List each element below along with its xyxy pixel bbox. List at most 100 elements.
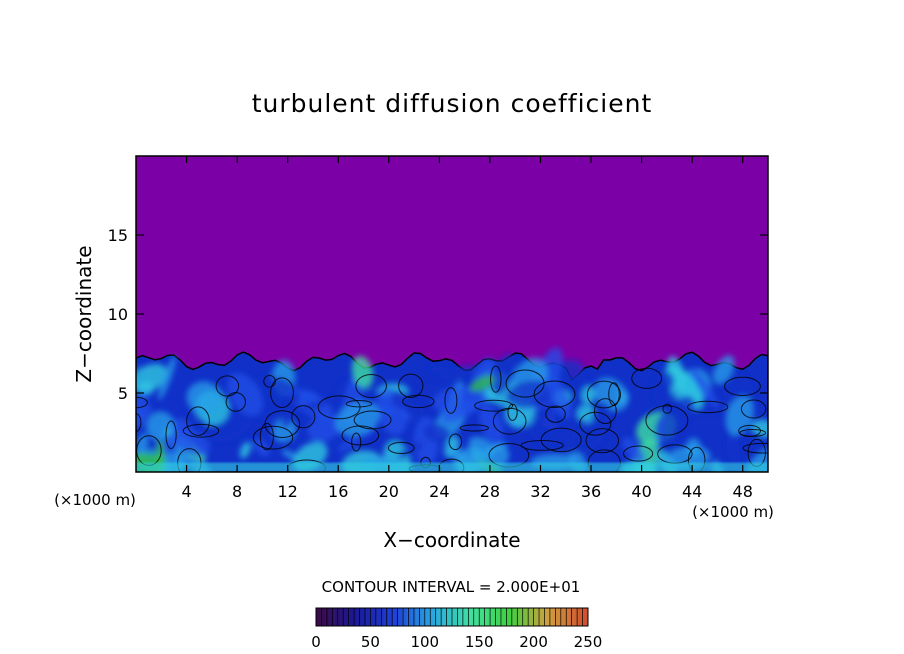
swirl-blob xyxy=(469,375,495,392)
contour-line xyxy=(505,369,545,398)
contour-line xyxy=(459,424,489,432)
chart-title: turbulent diffusion coefficient xyxy=(252,89,653,118)
contour-line xyxy=(351,432,362,452)
colorbar-tick-label: 0 xyxy=(311,633,321,651)
contour-line xyxy=(662,403,673,414)
swirl-blob xyxy=(581,386,596,404)
colorbar-cell xyxy=(320,608,326,626)
contour-line xyxy=(545,405,566,423)
swirl-blob xyxy=(391,390,413,410)
colorbar-cell xyxy=(338,608,344,626)
colorbar-cell xyxy=(433,608,439,626)
colorbar-cell xyxy=(483,608,489,626)
colorbar-cell xyxy=(429,608,435,626)
swirl-blob xyxy=(441,399,481,423)
colorbar-cell xyxy=(479,608,485,626)
swirl-blob xyxy=(295,396,345,412)
swirl-blob xyxy=(546,372,572,419)
colorbar-cell xyxy=(515,608,521,626)
contour-line xyxy=(341,425,380,446)
contour-line xyxy=(586,380,622,409)
contour-line xyxy=(608,382,620,407)
turbulence-field xyxy=(136,347,768,472)
colorbar-cell xyxy=(397,608,403,626)
x-tick-label: 8 xyxy=(232,482,242,501)
x-tick-label: 4 xyxy=(181,482,191,501)
colorbar-cell xyxy=(370,608,376,626)
contour-line xyxy=(182,423,220,438)
swirl-blob xyxy=(491,354,516,395)
swirl-blob xyxy=(272,418,297,443)
x-tick-label: 36 xyxy=(581,482,601,501)
contour-line xyxy=(687,400,729,414)
y-axis-ticks: 5 10 15 xyxy=(108,226,768,403)
colorbar-cell xyxy=(334,608,339,626)
colorbar-cell xyxy=(569,608,575,626)
colorbar-cell xyxy=(406,608,412,626)
colorbar-cell xyxy=(388,608,394,626)
contour-line xyxy=(474,399,514,412)
colorbar-cell xyxy=(374,608,380,626)
y-axis-label: Z−coordinate xyxy=(72,245,96,382)
colorbar-cell xyxy=(556,608,562,626)
colorbar-cell xyxy=(415,608,421,626)
colorbar-frame xyxy=(315,607,589,627)
colorbar-cell xyxy=(470,608,475,626)
x-tick-label: 24 xyxy=(429,482,449,501)
x-axis-ticks: 4 8 12 16 20 24 28 32 36 40 44 48 xyxy=(181,156,753,501)
contour-line xyxy=(444,387,458,414)
contour-line xyxy=(520,439,564,451)
x-unit-left: (×1000 m) xyxy=(54,491,136,509)
colorbar-tick-label: 100 xyxy=(410,633,439,651)
colorbar-cell xyxy=(560,608,566,626)
swirl-blob xyxy=(421,384,442,397)
plot-area xyxy=(135,155,769,473)
contour-line xyxy=(264,410,301,438)
y-tick-label: 15 xyxy=(108,226,128,245)
contour-line xyxy=(186,406,210,436)
swirl-blob xyxy=(726,432,741,472)
colorbar-cell xyxy=(452,608,457,626)
swirl-blob xyxy=(481,442,508,457)
contour-line xyxy=(215,375,240,397)
x-tick-label: 16 xyxy=(328,482,348,501)
colorbar-tick-label: 150 xyxy=(465,633,494,651)
swirl-blob xyxy=(136,409,147,429)
colorbar-cell xyxy=(343,608,349,626)
contour-line xyxy=(355,373,387,399)
swirl-blob xyxy=(591,402,612,429)
colorbar-cell xyxy=(533,608,539,626)
swirl-blob xyxy=(146,411,175,442)
colorbar-cell xyxy=(402,608,407,626)
swirl-blob xyxy=(750,419,768,438)
x-tick-label: 32 xyxy=(530,482,550,501)
colorbar-cell xyxy=(497,608,503,626)
swirl-blob xyxy=(479,404,504,446)
colorbar-cell xyxy=(365,608,371,626)
colorbar-cell xyxy=(379,608,385,626)
swirl-blob xyxy=(227,372,263,416)
colorbar-cell xyxy=(474,608,480,626)
colorbar-cell xyxy=(565,608,571,626)
contour-line xyxy=(387,441,415,455)
contour-line xyxy=(252,425,294,450)
contour-line xyxy=(645,405,689,436)
colorbar-cell xyxy=(361,608,367,626)
swirl-blob xyxy=(689,367,719,408)
contour-interval-label: CONTOUR INTERVAL = 2.000E+01 xyxy=(322,578,581,596)
swirl-blob xyxy=(654,370,674,395)
swirl-blob xyxy=(158,355,176,400)
swirl-blob xyxy=(239,441,251,459)
contour-line xyxy=(579,411,612,436)
colorbar-cell xyxy=(529,608,534,626)
x-unit-right: (×1000 m) xyxy=(692,503,774,521)
colorbar-cell xyxy=(352,608,358,626)
swirl-blob xyxy=(186,381,222,414)
x-tick-label: 20 xyxy=(379,482,399,501)
contour-line xyxy=(533,380,576,408)
colorbar-cell xyxy=(347,608,353,626)
contour-line xyxy=(448,433,463,451)
contour-line xyxy=(270,377,294,409)
swirl-blob xyxy=(335,401,380,437)
